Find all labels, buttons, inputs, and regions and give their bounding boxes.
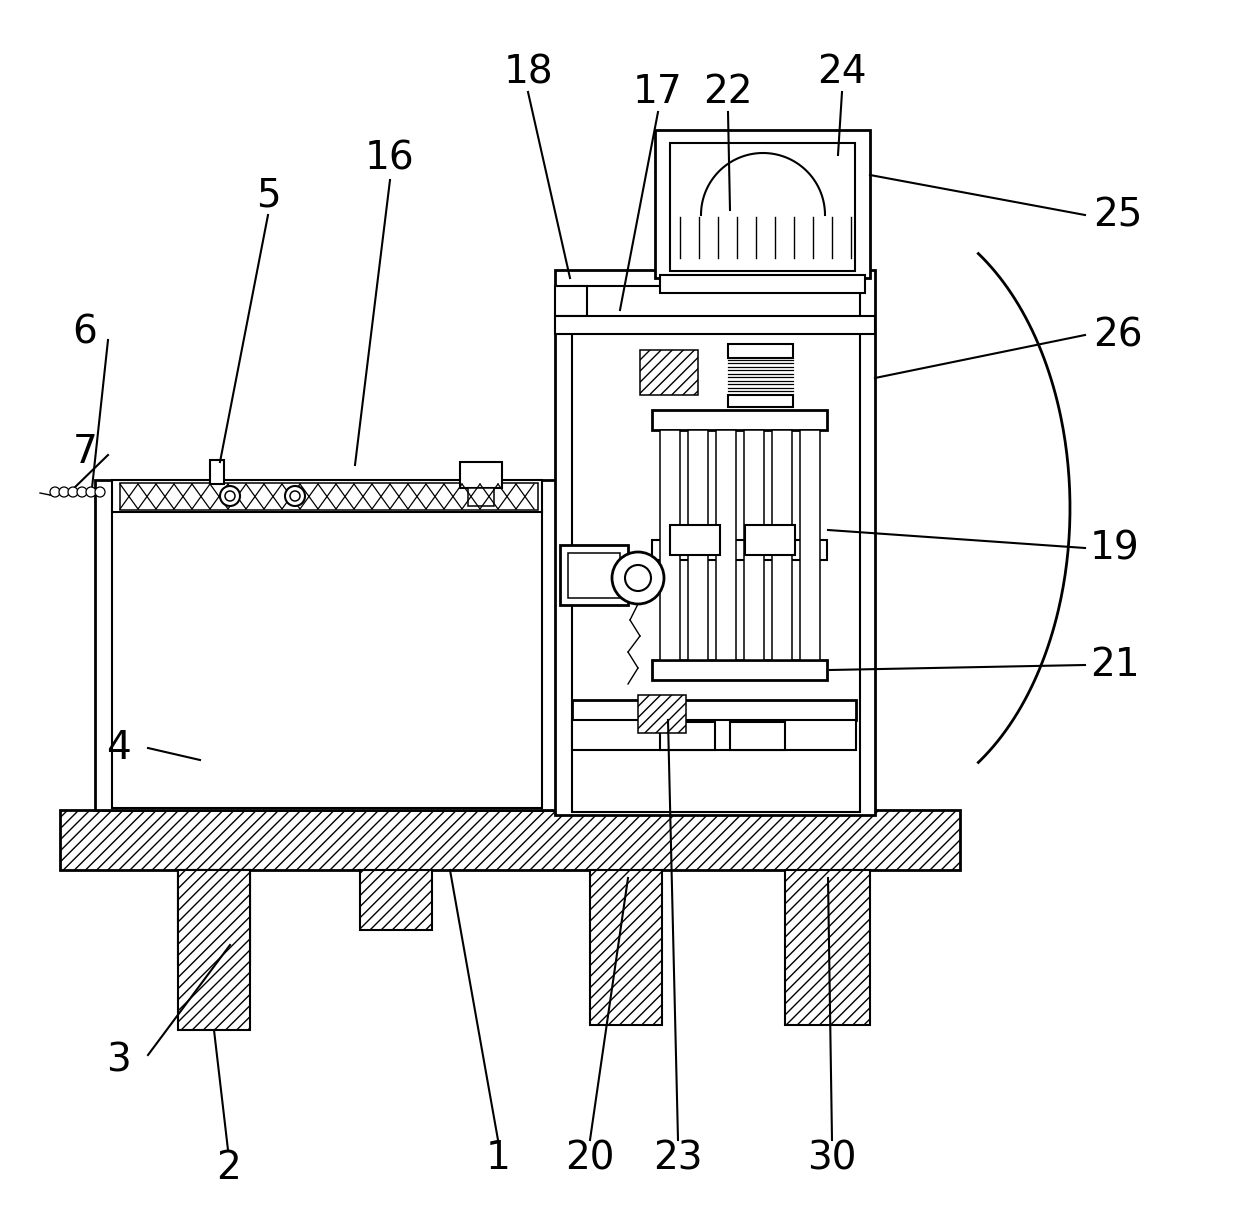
Bar <box>652 660 827 680</box>
Bar <box>560 545 627 605</box>
Text: 19: 19 <box>1090 529 1140 567</box>
Bar <box>800 430 820 660</box>
Circle shape <box>290 492 300 501</box>
Bar <box>60 809 960 870</box>
Text: 22: 22 <box>703 73 753 111</box>
Bar <box>120 483 538 510</box>
Text: 16: 16 <box>365 139 415 177</box>
Text: 5: 5 <box>255 176 280 214</box>
Bar <box>655 131 870 278</box>
Bar <box>660 430 680 660</box>
Bar <box>715 430 737 660</box>
Bar <box>360 870 432 930</box>
Text: 23: 23 <box>653 1140 703 1177</box>
Bar <box>730 722 785 750</box>
Bar <box>744 430 764 660</box>
Circle shape <box>50 487 60 496</box>
Bar <box>670 143 856 271</box>
Text: 20: 20 <box>565 1140 615 1177</box>
Circle shape <box>60 487 69 496</box>
Circle shape <box>77 487 87 496</box>
Text: 18: 18 <box>503 53 553 91</box>
Text: 3: 3 <box>105 1041 130 1079</box>
Text: 17: 17 <box>634 73 683 111</box>
Bar <box>467 488 494 506</box>
Text: 1: 1 <box>486 1140 511 1177</box>
Bar <box>640 350 698 395</box>
Bar <box>556 315 875 334</box>
Text: 24: 24 <box>817 53 867 91</box>
Circle shape <box>68 487 78 496</box>
Bar <box>572 719 856 750</box>
Circle shape <box>613 552 663 604</box>
Bar <box>652 540 827 561</box>
Bar <box>660 722 715 750</box>
Bar <box>568 553 620 598</box>
Bar <box>179 870 250 1030</box>
Bar <box>728 395 794 407</box>
Bar <box>670 525 720 554</box>
Text: 4: 4 <box>105 729 130 768</box>
Circle shape <box>95 487 105 496</box>
Bar <box>728 344 794 359</box>
Bar <box>785 870 870 1025</box>
Text: 6: 6 <box>73 313 98 351</box>
Bar <box>688 430 708 660</box>
Bar <box>95 480 560 809</box>
Circle shape <box>86 487 95 496</box>
Bar <box>639 695 686 733</box>
Bar <box>652 410 827 430</box>
Circle shape <box>224 492 236 501</box>
Bar <box>773 430 792 660</box>
Text: 30: 30 <box>807 1140 857 1177</box>
Text: 21: 21 <box>1090 646 1140 684</box>
Bar <box>660 275 866 293</box>
Text: 2: 2 <box>216 1149 241 1186</box>
Bar <box>590 870 662 1025</box>
Bar <box>210 460 224 484</box>
Circle shape <box>219 485 241 506</box>
Bar <box>179 870 250 965</box>
Text: 26: 26 <box>1094 315 1143 354</box>
Bar <box>556 286 587 315</box>
Circle shape <box>285 485 305 506</box>
Bar <box>460 462 502 488</box>
Bar <box>572 286 861 812</box>
Circle shape <box>625 565 651 591</box>
Text: 7: 7 <box>73 432 98 471</box>
Bar <box>572 700 856 719</box>
Bar <box>745 525 795 554</box>
Bar <box>556 270 875 816</box>
Bar <box>112 480 542 513</box>
Bar <box>112 510 542 808</box>
Text: 25: 25 <box>1094 196 1143 234</box>
